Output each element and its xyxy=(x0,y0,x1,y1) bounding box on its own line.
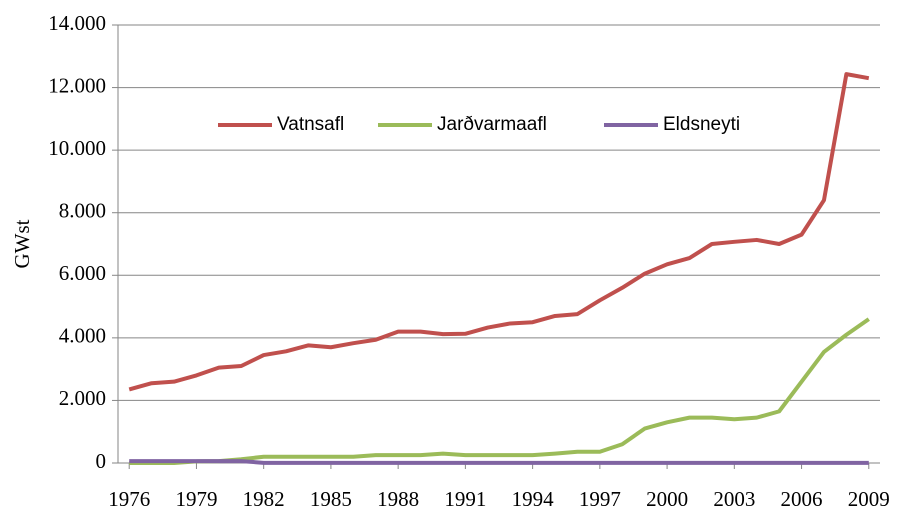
y-tick-label: 2.000 xyxy=(59,386,106,410)
x-tick-label: 2003 xyxy=(713,487,755,511)
x-tick-label: 2006 xyxy=(781,487,823,511)
y-tick-label: 0 xyxy=(96,449,107,473)
y-tick-label: 12.000 xyxy=(48,73,106,97)
x-tick-label: 1979 xyxy=(175,487,217,511)
y-tick-label: 10.000 xyxy=(48,136,106,160)
legend-label: Eldsneyti xyxy=(663,114,740,135)
line-series xyxy=(129,317,870,465)
y-axis-label: GWst xyxy=(10,219,34,268)
y-tick-label: 4.000 xyxy=(59,324,106,348)
x-tick-label: 1997 xyxy=(579,487,621,511)
x-tick-label: 1985 xyxy=(310,487,352,511)
y-tick-label: 6.000 xyxy=(59,261,106,285)
x-tick-label: 1976 xyxy=(108,487,150,511)
y-tick-label: 14.000 xyxy=(48,11,106,35)
x-tick-label: 1994 xyxy=(512,487,555,511)
legend-label: Jarðvarmaafl xyxy=(437,114,547,135)
y-tick-label: 8.000 xyxy=(59,199,106,223)
line-series xyxy=(128,72,870,392)
line-series xyxy=(129,459,869,465)
x-tick-label: 1982 xyxy=(243,487,285,511)
x-tick-label: 1991 xyxy=(444,487,486,511)
x-tick-label: 1988 xyxy=(377,487,419,511)
legend-label: Vatnsafl xyxy=(277,114,344,135)
x-tick-label: 2000 xyxy=(646,487,688,511)
x-tick-label: 2009 xyxy=(848,487,890,511)
